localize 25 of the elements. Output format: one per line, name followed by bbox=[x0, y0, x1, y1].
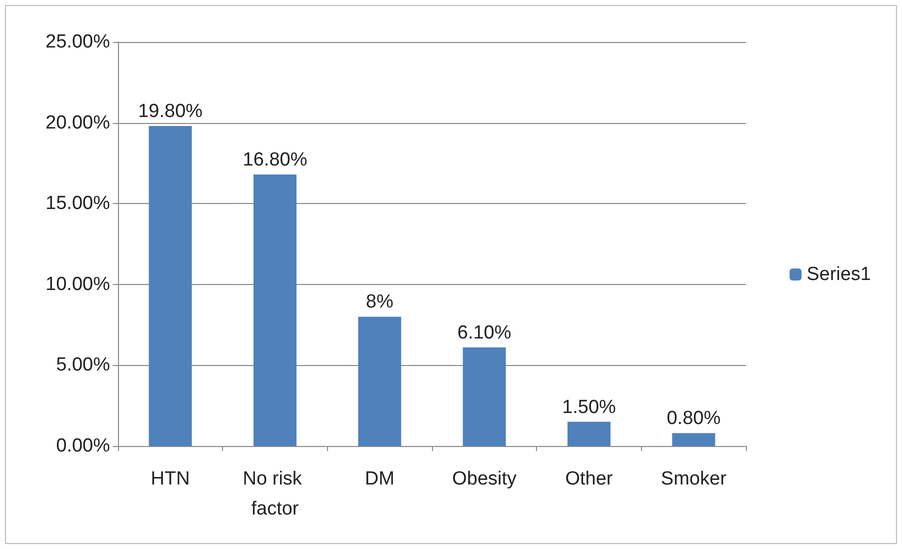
x-tick-label: Other bbox=[565, 468, 614, 490]
bar bbox=[462, 347, 506, 446]
bar bbox=[254, 174, 296, 446]
bar bbox=[148, 126, 192, 446]
x-tick-label: No risk factor bbox=[242, 468, 308, 520]
bar bbox=[568, 422, 610, 446]
y-tick-label: 10.00% bbox=[46, 274, 110, 295]
data-label: 0.80% bbox=[666, 408, 721, 430]
data-label: 1.50% bbox=[562, 396, 616, 418]
y-tick-label: 25.00% bbox=[46, 32, 110, 52]
bar bbox=[672, 433, 716, 446]
legend-label: Series1 bbox=[806, 264, 871, 285]
bar bbox=[358, 316, 402, 446]
data-label: 19.80% bbox=[138, 101, 203, 122]
x-tick-label: DM bbox=[364, 468, 394, 490]
x-tick-label: Obesity bbox=[452, 468, 518, 490]
y-tick-label: 20.00% bbox=[46, 112, 110, 134]
data-label: 8% bbox=[366, 292, 394, 313]
x-tick-label: HTN bbox=[150, 468, 190, 490]
data-label: 16.80% bbox=[242, 150, 308, 171]
y-tick-label: 15.00% bbox=[46, 193, 110, 214]
y-tick-label: 0.00% bbox=[56, 436, 110, 456]
y-tick-label: 5.00% bbox=[56, 354, 110, 376]
x-tick-label: Smoker bbox=[660, 468, 728, 490]
data-label: 6.10% bbox=[457, 322, 512, 344]
